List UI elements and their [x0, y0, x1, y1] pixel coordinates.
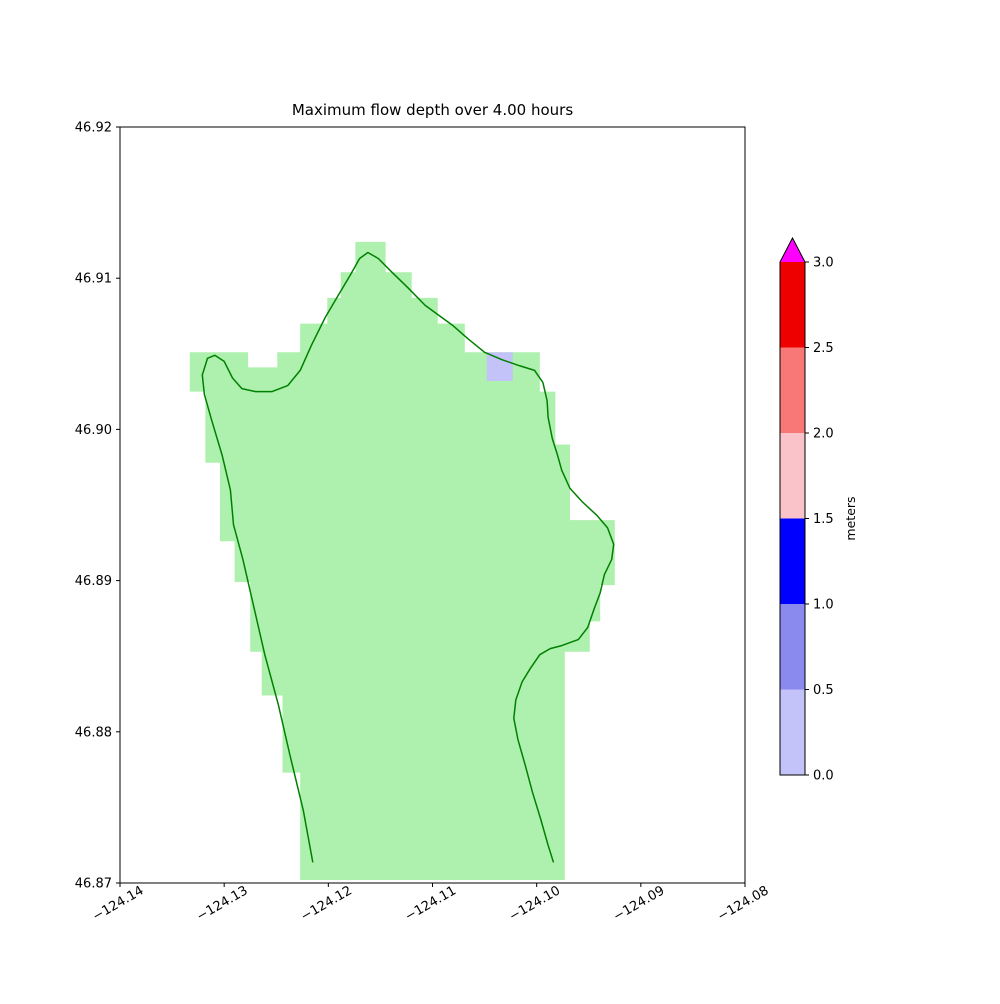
colorbar-tick-label: 3.0 — [813, 256, 834, 271]
colorbar-tick-label: 2.5 — [813, 341, 834, 356]
y-tick-label: 46.88 — [75, 725, 112, 740]
y-tick-label: 46.89 — [75, 574, 112, 589]
colorbar-segment — [780, 689, 805, 775]
x-tick-label: −124.09 — [611, 883, 667, 924]
colorbar-segment — [780, 433, 805, 519]
x-tick-label: −124.11 — [403, 883, 459, 924]
colorbar-segment — [780, 262, 805, 348]
colorbar-tick-label: 1.5 — [813, 512, 834, 527]
x-tick-label: −124.12 — [298, 883, 354, 924]
flood-depth-cell — [486, 352, 513, 381]
colorbar-segment — [780, 604, 805, 690]
colorbar-tick-label: 0.5 — [813, 683, 834, 698]
y-tick-label: 46.92 — [75, 121, 112, 136]
colorbar-tick-label: 0.0 — [813, 769, 834, 784]
chart-title: Maximum flow depth over 4.00 hours — [292, 101, 574, 119]
y-tick-label: 46.91 — [75, 272, 112, 287]
colorbar-tick-label: 1.0 — [813, 598, 834, 613]
colorbar-outline — [779, 236, 806, 776]
land-region-fill — [189, 241, 615, 880]
y-tick-label: 46.87 — [75, 877, 112, 892]
y-tick-label: 46.90 — [75, 423, 112, 438]
x-tick-label: −124.10 — [507, 883, 563, 924]
coastline-contour — [201, 251, 615, 863]
x-tick-label: −124.13 — [194, 883, 250, 924]
colorbar-axis-label: meters — [843, 496, 858, 540]
x-tick-label: −124.08 — [715, 883, 771, 924]
colorbar-tick-label: 2.0 — [813, 427, 834, 442]
colorbar-over-arrow — [780, 238, 805, 262]
colorbar-segment — [780, 347, 805, 433]
colorbar-segment — [780, 518, 805, 604]
